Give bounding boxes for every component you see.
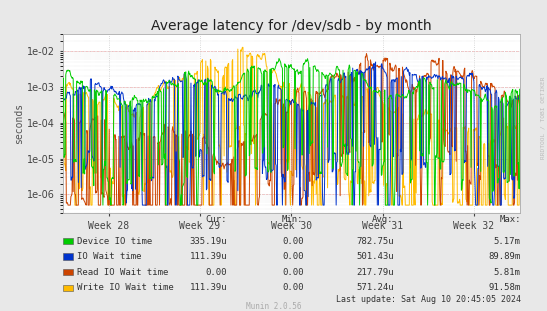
Text: 571.24u: 571.24u — [356, 283, 394, 292]
Text: Device IO time: Device IO time — [77, 237, 152, 245]
Text: Cur:: Cur: — [206, 215, 227, 224]
Text: 782.75u: 782.75u — [356, 237, 394, 245]
Text: 0.00: 0.00 — [206, 268, 227, 276]
Text: 501.43u: 501.43u — [356, 252, 394, 261]
Text: 91.58m: 91.58m — [488, 283, 521, 292]
Text: 217.79u: 217.79u — [356, 268, 394, 276]
Text: 111.39u: 111.39u — [189, 252, 227, 261]
Text: IO Wait time: IO Wait time — [77, 252, 141, 261]
Text: 0.00: 0.00 — [282, 237, 304, 245]
Title: Average latency for /dev/sdb - by month: Average latency for /dev/sdb - by month — [151, 19, 432, 33]
Text: 5.81m: 5.81m — [494, 268, 521, 276]
Text: Min:: Min: — [282, 215, 304, 224]
Y-axis label: seconds: seconds — [14, 103, 25, 144]
Text: 335.19u: 335.19u — [189, 237, 227, 245]
Text: Munin 2.0.56: Munin 2.0.56 — [246, 302, 301, 311]
Text: 0.00: 0.00 — [282, 283, 304, 292]
Text: 5.17m: 5.17m — [494, 237, 521, 245]
Text: Avg:: Avg: — [373, 215, 394, 224]
Text: Max:: Max: — [499, 215, 521, 224]
Text: RRDTOOL / TOBI OETIKER: RRDTOOL / TOBI OETIKER — [541, 77, 546, 160]
Text: 89.89m: 89.89m — [488, 252, 521, 261]
Text: 0.00: 0.00 — [282, 268, 304, 276]
Text: 111.39u: 111.39u — [189, 283, 227, 292]
Text: Last update: Sat Aug 10 20:45:05 2024: Last update: Sat Aug 10 20:45:05 2024 — [336, 295, 521, 304]
Text: Read IO Wait time: Read IO Wait time — [77, 268, 168, 276]
Text: 0.00: 0.00 — [282, 252, 304, 261]
Text: Write IO Wait time: Write IO Wait time — [77, 283, 173, 292]
